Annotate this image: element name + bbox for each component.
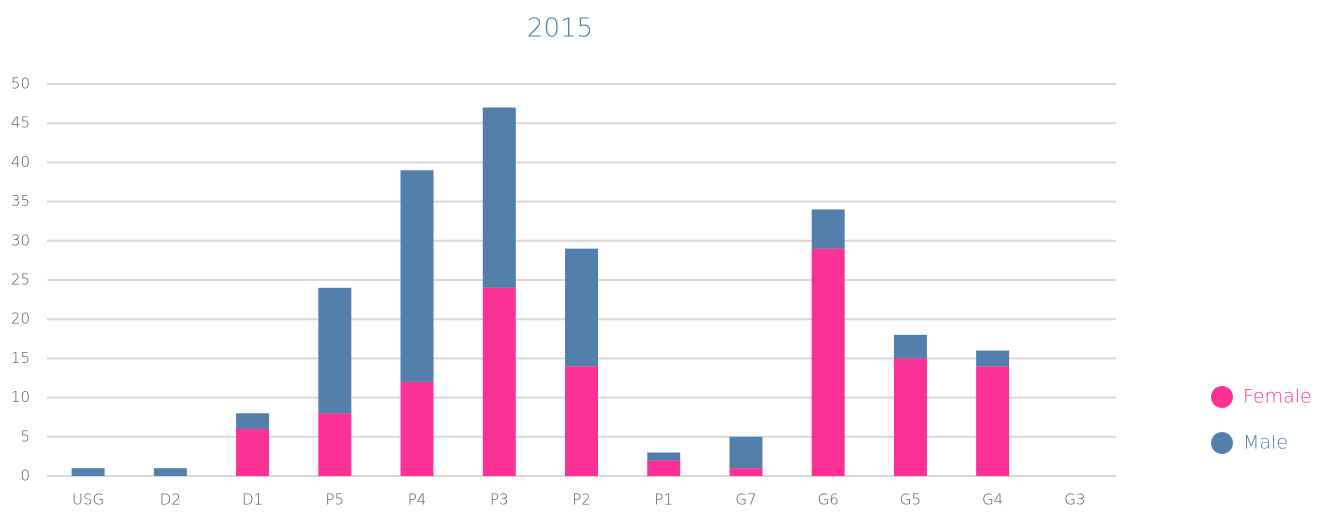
x-tick-label: G3 (1064, 491, 1085, 509)
legend-swatch (1211, 386, 1233, 408)
bar-segment (482, 107, 516, 288)
y-tick-label: 50 (11, 75, 30, 93)
x-tick-label: USG (72, 491, 104, 509)
x-tick-label: P2 (572, 491, 591, 509)
bar-segment (318, 287, 352, 414)
x-tick-label: P4 (408, 491, 427, 509)
bar-segment (729, 436, 763, 469)
bar-segment (893, 358, 927, 476)
y-tick-label: 0 (20, 467, 30, 485)
bar-segment (976, 350, 1010, 367)
x-tick-label: G6 (818, 491, 839, 509)
x-tick-label: P1 (654, 491, 673, 509)
y-tick-label: 45 (11, 114, 30, 132)
bar-segment (729, 468, 763, 476)
x-tick-label: G7 (735, 491, 756, 509)
bar-segment (400, 381, 434, 476)
bar-segment (482, 287, 516, 476)
x-tick-label: P5 (326, 491, 345, 509)
x-tick-label: G4 (982, 491, 1003, 509)
bar-segment (893, 334, 927, 359)
bar-segment (647, 452, 681, 461)
bar-segment (236, 413, 270, 429)
y-tick-label: 30 (11, 231, 30, 249)
y-tick-label: 25 (11, 271, 30, 289)
bar-segment (565, 366, 598, 476)
bar-segment (976, 366, 1010, 476)
bar-segment (811, 248, 845, 476)
y-tick-label: 35 (11, 192, 30, 210)
legend-swatch (1211, 432, 1233, 454)
bar-segment (318, 413, 352, 476)
bar-segment (153, 468, 187, 476)
y-tick-label: 20 (11, 310, 30, 328)
legend-label: Female (1243, 386, 1312, 408)
bar-segment (811, 209, 845, 249)
y-tick-label: 15 (11, 349, 30, 367)
bar-segment (647, 460, 681, 476)
x-tick-label: D2 (160, 491, 181, 509)
legend-label: Male (1243, 432, 1288, 454)
x-tick-label: D1 (242, 491, 263, 509)
x-tick-label: P3 (490, 491, 509, 509)
y-tick-label: 10 (11, 388, 30, 406)
bar-segment (565, 248, 598, 367)
y-tick-label: 40 (11, 153, 30, 171)
x-tick-label: G5 (900, 491, 921, 509)
bar-segment (236, 428, 270, 476)
bar-segment (400, 170, 434, 382)
bar-segment (71, 468, 105, 476)
y-tick-label: 5 (20, 427, 30, 445)
chart-title: 2015 (527, 14, 593, 44)
